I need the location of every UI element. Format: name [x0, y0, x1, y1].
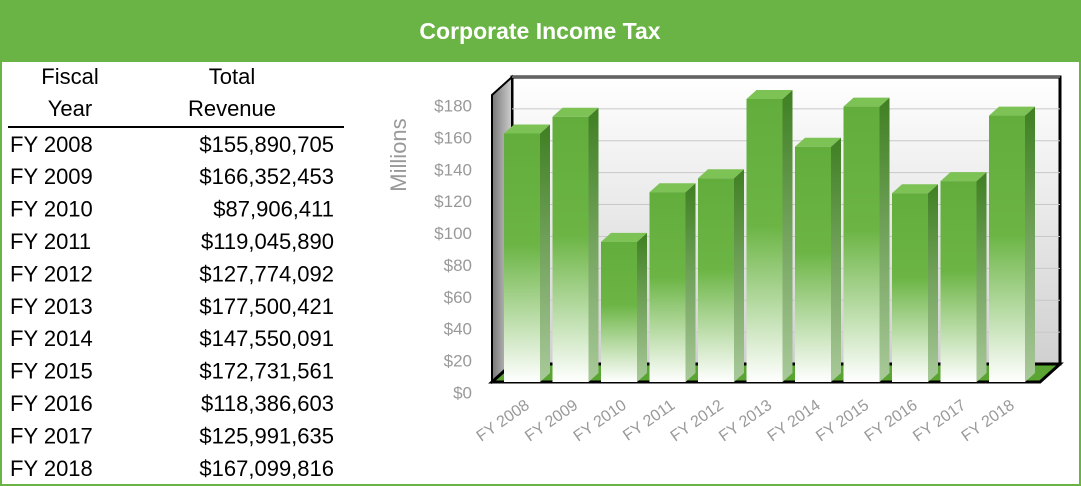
bar-front	[746, 98, 783, 382]
bar-front	[698, 178, 734, 382]
bar-top	[989, 106, 1035, 116]
bar-top	[504, 124, 550, 134]
bar-side	[588, 107, 599, 382]
fiscal-year: FY 2012	[10, 261, 93, 286]
fiscal-year: FY 2018	[10, 456, 93, 481]
bar-side	[831, 137, 841, 382]
bar-side	[1025, 106, 1035, 382]
y-tick-label: $20	[444, 352, 472, 371]
bar-side	[782, 89, 793, 382]
bar-top	[940, 172, 987, 182]
bar-top	[698, 169, 744, 179]
y-tick-label: $180	[434, 96, 472, 115]
bar	[843, 97, 890, 383]
bar	[940, 172, 987, 382]
fiscal-year: FY 2015	[10, 359, 93, 384]
fiscal-year: FY 2011	[10, 229, 91, 254]
y-axis-title: Millions	[386, 118, 411, 191]
bar-front	[989, 115, 1025, 382]
bar-side	[685, 183, 696, 382]
y-tick-label: $60	[444, 288, 472, 307]
revenue: $127,774,092	[199, 261, 334, 286]
y-tick-label: $80	[444, 256, 472, 275]
revenue: $119,045,890	[201, 229, 334, 254]
bar-front	[601, 241, 637, 382]
bar	[746, 89, 793, 382]
title-bar	[0, 0, 1081, 62]
bar-top	[795, 137, 841, 147]
bar	[649, 183, 696, 382]
revenue: $155,890,705	[199, 132, 334, 157]
column-header: Total	[209, 64, 255, 89]
fiscal-year: FY 2010	[10, 197, 93, 222]
revenue: $166,352,453	[199, 164, 334, 189]
bar-side	[637, 232, 647, 382]
fiscal-year: FY 2013	[10, 294, 93, 319]
column-header: Year	[48, 96, 92, 121]
bar	[989, 106, 1035, 382]
bar	[601, 232, 647, 382]
bar-front	[552, 116, 589, 382]
y-tick-label: $140	[434, 160, 472, 179]
title: Corporate Income Tax	[419, 18, 660, 44]
bar	[795, 137, 841, 382]
bar	[698, 169, 744, 382]
bar-front	[504, 133, 540, 382]
column-header: Revenue	[188, 96, 276, 121]
y-tick-label: $40	[444, 320, 472, 339]
bar	[552, 107, 599, 382]
bar-top	[649, 183, 696, 193]
revenue: $125,991,635	[199, 423, 334, 448]
bar-front	[892, 193, 928, 382]
fiscal-year: FY 2014	[10, 326, 93, 351]
bar-side	[540, 124, 550, 383]
revenue: $118,386,603	[201, 391, 334, 416]
bar-side	[928, 184, 938, 382]
revenue: $177,500,421	[199, 294, 334, 319]
y-tick-label: $100	[434, 224, 472, 243]
bar-top	[746, 89, 793, 99]
bar-side	[879, 97, 890, 383]
revenue: $87,906,411	[213, 197, 334, 222]
bar-side	[734, 169, 744, 382]
bar-top	[601, 232, 647, 242]
bar-front	[795, 146, 831, 382]
revenue: $167,099,816	[199, 456, 334, 481]
bar-front	[843, 106, 880, 383]
fiscal-year: FY 2009	[10, 164, 93, 189]
bar-front	[649, 192, 686, 382]
bar-top	[843, 97, 890, 107]
fiscal-year: FY 2008	[10, 132, 93, 157]
fiscal-year: FY 2017	[10, 423, 93, 448]
revenue: $147,550,091	[199, 326, 334, 351]
bar	[504, 124, 550, 383]
y-tick-label: $160	[434, 128, 472, 147]
revenue: $172,731,561	[199, 359, 334, 384]
bar-top	[552, 107, 599, 117]
bar-side	[976, 172, 987, 382]
bar-top	[892, 184, 938, 194]
fiscal-year: FY 2016	[10, 391, 93, 416]
bar	[892, 184, 938, 382]
column-header: Fiscal	[41, 64, 98, 89]
y-tick-label: $120	[434, 192, 472, 211]
y-tick-label: $0	[453, 383, 472, 402]
bar-front	[940, 181, 977, 382]
